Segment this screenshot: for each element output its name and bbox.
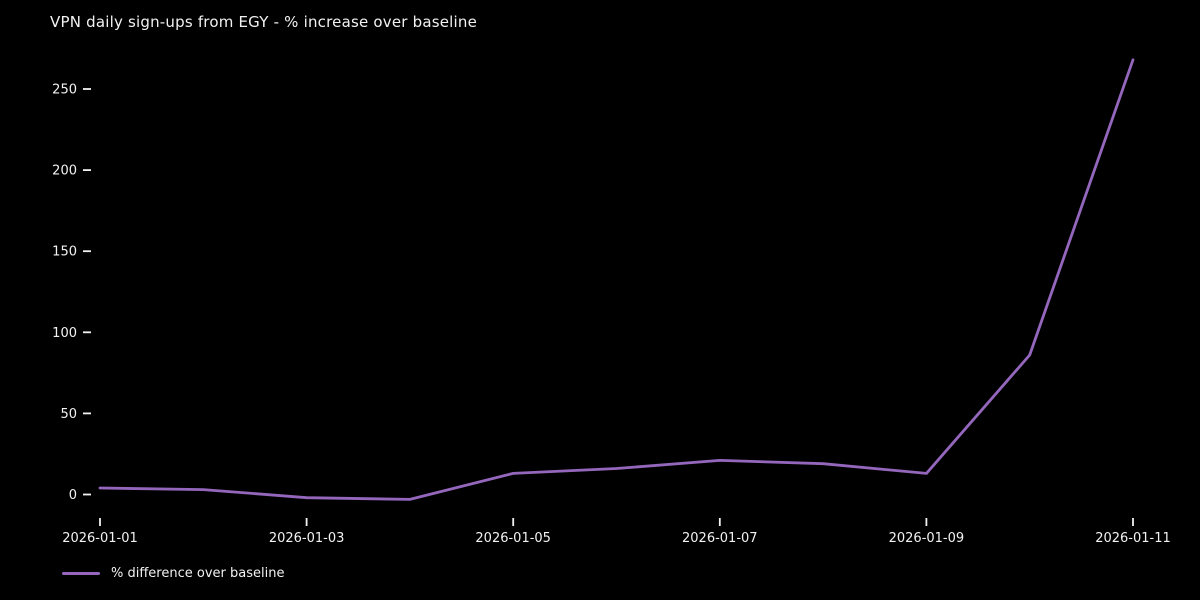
y-tick-label: 50 xyxy=(60,407,77,422)
y-tick-label: 0 xyxy=(69,488,77,503)
x-tick-label: 2026-01-03 xyxy=(269,531,345,546)
y-tick-label: 200 xyxy=(52,164,77,179)
chart-title: VPN daily sign-ups from EGY - % increase… xyxy=(50,13,478,31)
series-line xyxy=(98,58,1135,501)
y-tick-label: 250 xyxy=(52,83,77,98)
legend-line-swatch xyxy=(62,572,100,575)
x-tick-label: 2026-01-05 xyxy=(475,531,551,546)
y-tick-label: 100 xyxy=(52,326,77,341)
x-tick-label: 2026-01-01 xyxy=(62,531,138,546)
legend: % difference over baseline xyxy=(62,566,284,581)
x-tick-label: 2026-01-11 xyxy=(1095,531,1171,546)
x-tick-label: 2026-01-07 xyxy=(682,531,758,546)
legend-label: % difference over baseline xyxy=(111,566,285,581)
x-tick-label: 2026-01-09 xyxy=(889,531,965,546)
y-tick-label: 150 xyxy=(52,245,77,260)
